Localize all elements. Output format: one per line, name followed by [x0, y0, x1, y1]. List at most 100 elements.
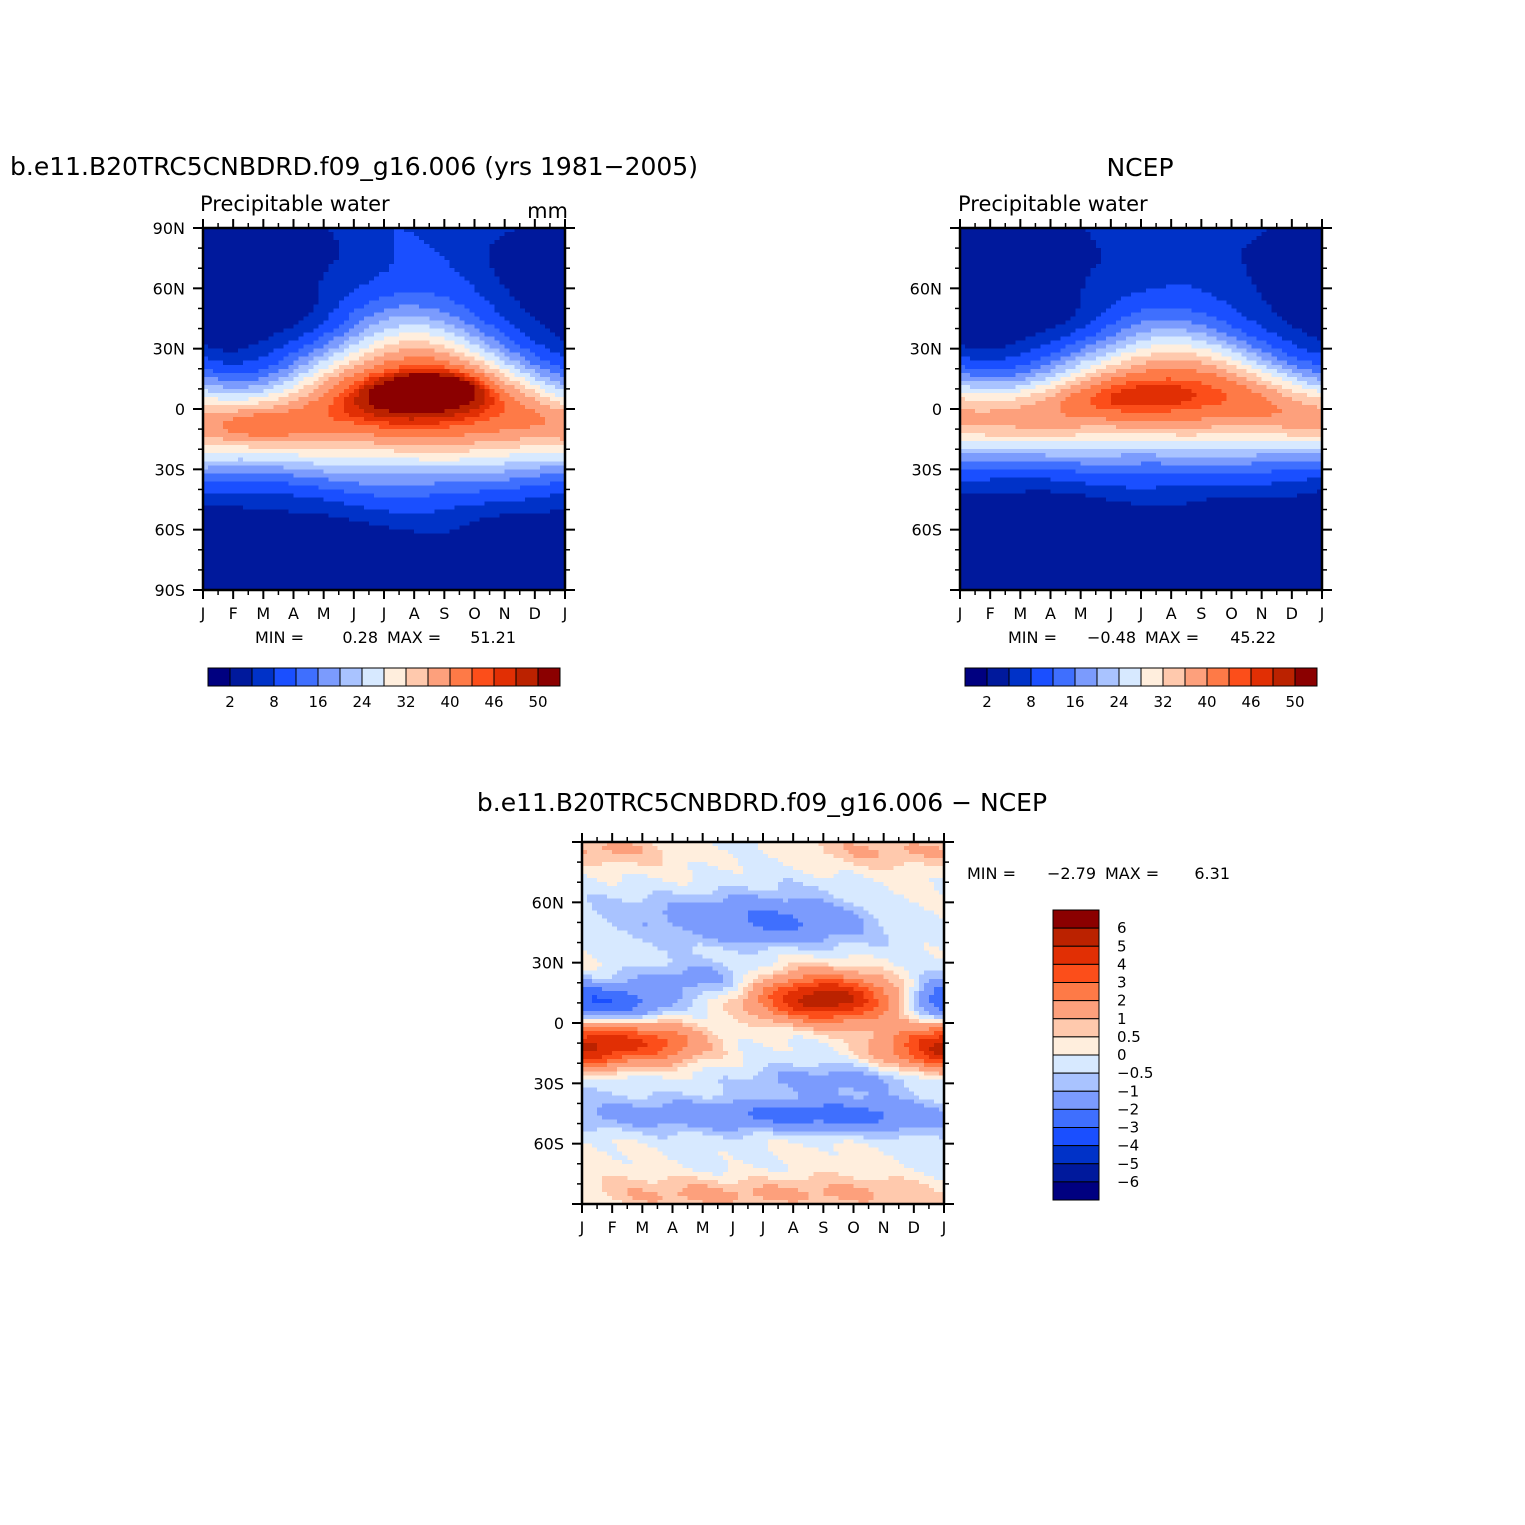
field-cell	[444, 477, 450, 482]
field-cell	[510, 236, 516, 241]
field-cell	[304, 272, 310, 277]
field-cell	[449, 485, 455, 490]
field-cell	[288, 473, 294, 478]
field-cell	[475, 477, 481, 482]
field-cell	[243, 248, 249, 253]
field-cell	[500, 316, 506, 321]
field-cell	[444, 457, 450, 462]
field-cell	[429, 296, 435, 301]
field-cell	[258, 425, 264, 430]
field-cell	[550, 248, 556, 253]
field-cell	[233, 409, 239, 414]
field-cell	[369, 413, 375, 418]
field-cell	[480, 429, 486, 434]
field-cell	[444, 401, 450, 406]
field-cell	[495, 361, 501, 366]
field-cell	[444, 236, 450, 241]
field-cell	[449, 441, 455, 446]
field-cell	[334, 393, 340, 398]
field-cell	[349, 401, 355, 406]
field-cell	[218, 252, 224, 257]
field-cell	[228, 337, 234, 342]
field-cell	[550, 312, 556, 317]
field-cell	[414, 288, 420, 293]
field-cell	[485, 502, 491, 507]
field-cell	[409, 441, 415, 446]
field-cell	[424, 288, 430, 293]
field-cell	[273, 469, 279, 474]
field-cell	[299, 296, 305, 301]
field-cell	[444, 288, 450, 293]
field-cell	[233, 357, 239, 362]
field-cell	[505, 437, 511, 442]
field-cell	[218, 417, 224, 422]
field-cell	[319, 493, 325, 498]
field-cell	[208, 361, 214, 366]
field-cell	[535, 365, 541, 370]
field-cell	[344, 300, 350, 305]
field-cell	[485, 429, 491, 434]
field-cell	[530, 477, 536, 482]
field-cell	[329, 308, 335, 313]
field-cell	[379, 473, 385, 478]
field-cell	[475, 409, 481, 414]
field-cell	[273, 361, 279, 366]
field-cell	[449, 389, 455, 394]
field-cell	[414, 272, 420, 277]
field-cell	[394, 457, 400, 462]
field-cell	[339, 461, 345, 466]
field-cell	[520, 345, 526, 350]
field-cell	[263, 485, 269, 490]
field-cell	[253, 397, 259, 402]
field-cell	[339, 292, 345, 297]
field-cell	[399, 481, 405, 486]
field-cell	[339, 477, 345, 482]
field-cell	[399, 413, 405, 418]
field-cell	[248, 312, 254, 317]
field-cell	[379, 497, 385, 502]
field-cell	[314, 308, 320, 313]
field-cell	[349, 437, 355, 442]
field-cell	[419, 397, 425, 402]
field-cell	[223, 312, 229, 317]
field-cell	[253, 361, 259, 366]
field-cell	[278, 361, 284, 366]
field-cell	[314, 312, 320, 317]
field-cell	[324, 300, 330, 305]
field-cell	[515, 284, 521, 289]
field-cell	[404, 377, 410, 382]
field-cell	[540, 260, 546, 265]
field-cell	[379, 373, 385, 378]
field-cell	[399, 493, 405, 498]
field-cell	[299, 268, 305, 273]
field-cell	[525, 373, 531, 378]
field-cell	[515, 337, 521, 342]
field-cell	[344, 469, 350, 474]
field-cell	[459, 312, 465, 317]
field-cell	[359, 401, 365, 406]
field-cell	[263, 329, 269, 334]
field-cell	[208, 405, 214, 410]
field-cell	[329, 369, 335, 374]
field-cell	[439, 405, 445, 410]
field-cell	[500, 433, 506, 438]
field-cell	[500, 461, 506, 466]
field-cell	[319, 321, 325, 326]
field-cell	[324, 461, 330, 466]
field-cell	[248, 369, 254, 374]
field-cell	[475, 252, 481, 257]
field-cell	[208, 300, 214, 305]
field-cell	[449, 381, 455, 386]
field-cell	[394, 437, 400, 442]
field-cell	[228, 461, 234, 466]
field-cell	[278, 461, 284, 466]
field-cell	[339, 405, 345, 410]
field-cell	[263, 385, 269, 390]
field-cell	[394, 353, 400, 358]
field-cell	[233, 236, 239, 241]
field-cell	[258, 236, 264, 241]
field-cell	[414, 337, 420, 342]
field-cell	[339, 469, 345, 474]
field-cell	[540, 453, 546, 458]
field-cell	[530, 260, 536, 265]
